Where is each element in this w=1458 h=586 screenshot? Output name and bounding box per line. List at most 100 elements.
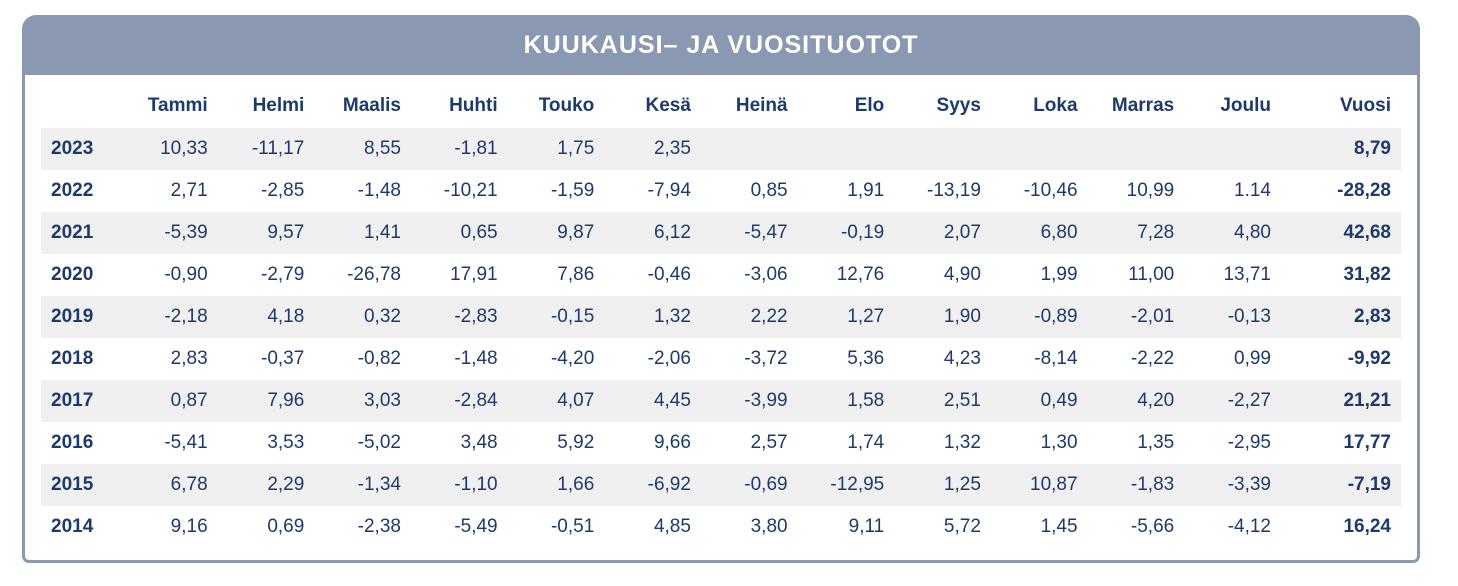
value-cell: 4,07 xyxy=(557,390,595,411)
value-cell: -0,51 xyxy=(550,516,595,537)
value-cell: -1,10 xyxy=(454,474,498,495)
table-row-2014: 2014 9,16 0,69 -2,38 -5,49 -0,51 4,85 3,80 9,11 5… xyxy=(41,506,1401,548)
value-cell: 7,96 xyxy=(267,390,305,411)
value-cell: 1,32 xyxy=(653,306,691,327)
value-cell: 5,36 xyxy=(847,348,885,369)
value-cell: 10,33 xyxy=(160,138,208,159)
value-cell: 0,32 xyxy=(363,306,401,327)
value-cell xyxy=(1088,128,1185,170)
value-cell: 1,35 xyxy=(1137,432,1175,453)
value-cell: -2,84 xyxy=(454,390,498,411)
value-cell: -0,19 xyxy=(840,222,885,243)
table-row-2017: 2017 0,87 7,96 3,03 -2,84 4,07 4,45 -3,99 1,58 2,… xyxy=(41,380,1401,422)
value-cell: 1.14 xyxy=(1234,180,1271,201)
column-header-vuosi: Vuosi xyxy=(1339,95,1391,116)
value-cell: 1,32 xyxy=(943,432,981,453)
value-cell: 5,72 xyxy=(943,516,981,537)
value-cell: -10,46 xyxy=(1023,180,1078,201)
table-row-2018: 2018 2,83 -0,37 -0,82 -1,48 -4,20 -2,06 -3,72 5,… xyxy=(41,338,1401,380)
monthly-yearly-returns-panel: KUUKAUSI– JA VUOSITUOTOT Tammi Helmi Maali… xyxy=(22,15,1420,563)
column-header-joulu: Joulu xyxy=(1220,95,1271,116)
column-header-maalis: Maalis xyxy=(342,95,401,116)
value-cell: 0,87 xyxy=(170,390,208,411)
year-total-cell: 42,68 xyxy=(1343,222,1391,243)
year-total-cell: 31,82 xyxy=(1343,264,1391,285)
year-label: 2014 xyxy=(51,516,94,537)
column-header-heinä: Heinä xyxy=(735,95,788,116)
value-cell: 9,87 xyxy=(557,222,595,243)
year-label: 2017 xyxy=(51,390,94,411)
table-row-2020: 2020 -0,90 -2,79 -26,78 17,91 7,86 -0,46 -3,06 1… xyxy=(41,254,1401,296)
value-cell: 1,66 xyxy=(557,474,595,495)
value-cell: -1,83 xyxy=(1130,474,1175,495)
value-cell: -2,01 xyxy=(1130,306,1175,327)
column-header-tammi: Tammi xyxy=(147,95,208,116)
value-cell: -2,38 xyxy=(357,516,401,537)
value-cell: -0,89 xyxy=(1034,306,1078,327)
year-total-cell: 21,21 xyxy=(1343,390,1391,411)
value-cell: 1,30 xyxy=(1040,432,1078,453)
value-cell: -0,90 xyxy=(164,264,208,285)
table-row-2023: 2023 10,33 -11,17 8,55 -1,81 1,75 2,35 8,79 xyxy=(41,128,1401,170)
value-cell: 6,78 xyxy=(170,474,208,495)
value-cell: 2,35 xyxy=(653,138,691,159)
table-title: KUUKAUSI– JA VUOSITUOTOT xyxy=(523,30,919,59)
value-cell: -0,46 xyxy=(647,264,691,285)
value-cell: 1,41 xyxy=(363,222,401,243)
value-cell: -8,14 xyxy=(1034,348,1078,369)
value-cell: -26,78 xyxy=(347,264,401,285)
value-cell: -2,22 xyxy=(1130,348,1175,369)
value-cell: 10,99 xyxy=(1126,180,1175,201)
value-cell: 0,65 xyxy=(460,222,498,243)
value-cell: 2,57 xyxy=(750,432,788,453)
column-header-helmi: Helmi xyxy=(252,95,305,116)
value-cell: 6,12 xyxy=(653,222,691,243)
value-cell: 13,71 xyxy=(1223,264,1271,285)
value-cell: -3,99 xyxy=(744,390,788,411)
value-cell: 4,18 xyxy=(267,306,305,327)
value-cell: 7,28 xyxy=(1137,222,1175,243)
year-label: 2015 xyxy=(51,474,94,495)
value-cell: 2,51 xyxy=(943,390,981,411)
value-cell: -12,95 xyxy=(830,474,885,495)
value-cell: 2,71 xyxy=(170,180,208,201)
table-body-container: Tammi Helmi Maalis Huhti Touko Kesä Heinä Elo Sy… xyxy=(22,75,1420,563)
year-label: 2018 xyxy=(51,348,94,369)
value-cell xyxy=(991,128,1088,170)
value-cell: -2,18 xyxy=(164,306,208,327)
value-cell: 7,86 xyxy=(557,264,595,285)
value-cell: 2,22 xyxy=(750,306,788,327)
value-cell: 12,76 xyxy=(836,264,885,285)
value-cell: 0,69 xyxy=(267,516,305,537)
value-cell: -7,94 xyxy=(647,180,691,201)
value-cell: -1,81 xyxy=(454,138,498,159)
value-cell: -3,39 xyxy=(1227,474,1271,495)
column-header-kesä: Kesä xyxy=(645,95,691,116)
value-cell: 4,23 xyxy=(943,348,981,369)
value-cell: 4,85 xyxy=(653,516,691,537)
table-header-row: Tammi Helmi Maalis Huhti Touko Kesä Heinä Elo Sy… xyxy=(41,81,1401,128)
value-cell: -5,41 xyxy=(164,432,208,453)
year-label: 2020 xyxy=(51,264,94,285)
year-column-header xyxy=(41,81,121,128)
returns-table: Tammi Helmi Maalis Huhti Touko Kesä Heinä Elo Sy… xyxy=(41,81,1401,548)
column-header-elo: Elo xyxy=(854,95,885,116)
year-label: 2023 xyxy=(51,138,94,159)
value-cell: -0,15 xyxy=(550,306,595,327)
year-label: 2021 xyxy=(51,222,94,243)
value-cell: -1,48 xyxy=(357,180,401,201)
value-cell: 2,83 xyxy=(170,348,208,369)
value-cell: -5,66 xyxy=(1130,516,1175,537)
value-cell: 4,80 xyxy=(1234,222,1271,243)
value-cell: -2,27 xyxy=(1227,390,1271,411)
table-row-2016: 2016 -5,41 3,53 -5,02 3,48 5,92 9,66 2,57 1,74 1,… xyxy=(41,422,1401,464)
value-cell: -2,95 xyxy=(1227,432,1271,453)
value-cell: 2,29 xyxy=(267,474,305,495)
value-cell: -11,17 xyxy=(251,138,305,159)
value-cell: 1,99 xyxy=(1040,264,1078,285)
value-cell: -6,92 xyxy=(647,474,691,495)
value-cell: -5,39 xyxy=(164,222,208,243)
year-label: 2019 xyxy=(51,306,94,327)
value-cell: 3,80 xyxy=(750,516,788,537)
value-cell: -13,19 xyxy=(927,180,981,201)
